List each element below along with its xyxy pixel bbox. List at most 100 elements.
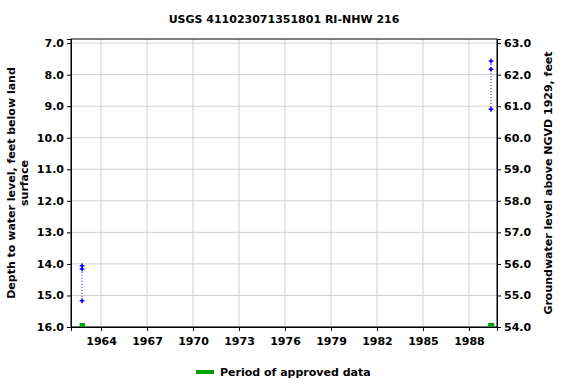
data-point xyxy=(489,107,494,112)
x-axis: 196419671970197319761979198219851988 xyxy=(72,327,498,348)
tick: 1964 xyxy=(86,327,117,348)
grid-line xyxy=(71,200,497,201)
tick-label: 10.0 xyxy=(37,132,64,145)
tick-mark xyxy=(193,327,194,331)
grid-line xyxy=(71,106,497,107)
tick: 1988 xyxy=(454,327,485,348)
tick-label: 7.0 xyxy=(45,37,65,50)
tick: 59.0 xyxy=(497,163,531,176)
approved-period xyxy=(80,323,85,327)
grid-line xyxy=(101,39,102,327)
tick-mark xyxy=(497,295,501,296)
grid-line xyxy=(147,39,148,327)
tick: 15.0 xyxy=(37,289,71,302)
tick-mark xyxy=(497,201,501,202)
grid-line xyxy=(71,43,497,44)
tick: 11.0 xyxy=(37,163,71,176)
tick-label: 1985 xyxy=(408,335,439,348)
tick: 63.0 xyxy=(497,37,531,50)
tick-mark xyxy=(147,327,148,331)
tick-label: 54.0 xyxy=(504,321,531,334)
tick-mark xyxy=(239,327,240,331)
legend-label: Period of approved data xyxy=(220,366,371,379)
tick: 1973 xyxy=(224,327,255,348)
tick-label: 55.0 xyxy=(504,289,531,302)
tick-label: 59.0 xyxy=(504,163,531,176)
tick: 1967 xyxy=(132,327,163,348)
tick-label: 11.0 xyxy=(37,163,64,176)
tick-mark xyxy=(497,75,501,76)
tick-mark xyxy=(67,201,71,202)
approved-period xyxy=(488,323,494,327)
data-layer xyxy=(80,59,495,327)
tick-mark xyxy=(67,169,71,170)
tick-mark xyxy=(101,327,102,331)
legend: Period of approved data xyxy=(196,366,371,379)
y2-axis-title: Groundwater level above NGVD 1929, feet xyxy=(542,51,555,314)
tick: 16.0 xyxy=(37,321,71,334)
tick-label: 61.0 xyxy=(504,100,531,113)
tick-label: 57.0 xyxy=(504,226,531,239)
title: USGS 411023071351801 RI-NHW 216 xyxy=(169,13,400,26)
data-point xyxy=(80,298,85,303)
tick-label: 56.0 xyxy=(504,258,531,271)
tick: 14.0 xyxy=(37,258,71,271)
tick: 57.0 xyxy=(497,226,531,239)
tick: 1982 xyxy=(362,327,393,348)
y-axis-title-line: surface xyxy=(18,160,31,206)
tick: 62.0 xyxy=(497,69,531,82)
tick-mark xyxy=(67,295,71,296)
tick-label: 1967 xyxy=(132,335,163,348)
tick-label: 58.0 xyxy=(504,195,531,208)
tick-label: 63.0 xyxy=(504,37,531,50)
axis-line xyxy=(72,328,498,332)
y-axis: 7.0 8.0 9.0 10.0 11.0 12.0 13.0 14.0 15.0 16.0 xyxy=(37,37,72,334)
tick-mark xyxy=(67,138,71,139)
tick-mark xyxy=(497,43,501,44)
tick-mark xyxy=(285,327,286,331)
tick-label: 60.0 xyxy=(504,132,531,145)
grid-line xyxy=(193,39,194,327)
y2-axis: 63.0 62.0 61.0 60.0 59.0 58.0 57.0 56.0 55.0 54.0 xyxy=(497,37,531,334)
tick-label: 16.0 xyxy=(37,321,64,334)
tick: 12.0 xyxy=(37,195,71,208)
tick: 1985 xyxy=(408,327,439,348)
data-point xyxy=(489,59,494,64)
tick-mark xyxy=(67,106,71,107)
tick-label: 1979 xyxy=(316,335,347,348)
y-axis-title: Depth to water level, feet below landsur… xyxy=(5,67,31,299)
y-axis-title-line: Depth to water level, feet below land xyxy=(5,67,18,299)
grid-line xyxy=(468,39,469,327)
plot-frame xyxy=(71,39,497,327)
tick: 54.0 xyxy=(497,321,531,334)
tick: 9.0 xyxy=(45,100,72,113)
tick-mark xyxy=(377,327,378,331)
tick-label: 14.0 xyxy=(37,258,64,271)
grid-line xyxy=(330,39,331,327)
tick-label: 1973 xyxy=(224,335,255,348)
tick-label: 13.0 xyxy=(37,226,64,239)
grid-line xyxy=(71,263,497,264)
chart: 1964196719701973197619791982198519887.08… xyxy=(0,0,576,384)
data-point xyxy=(489,67,494,72)
grid-line xyxy=(71,74,497,75)
tick-label: 8.0 xyxy=(45,69,65,82)
tick-mark xyxy=(67,264,71,265)
data-point xyxy=(80,267,85,272)
tick-mark xyxy=(497,264,501,265)
tick-mark xyxy=(67,232,71,233)
grid xyxy=(71,39,497,327)
grid-line xyxy=(71,169,497,170)
tick-mark xyxy=(497,106,501,107)
tick: 7.0 xyxy=(45,37,72,50)
tick: 61.0 xyxy=(497,100,531,113)
tick: 58.0 xyxy=(497,195,531,208)
tick-label: 12.0 xyxy=(37,195,64,208)
tick-label: 1970 xyxy=(178,335,209,348)
tick-mark xyxy=(497,169,501,170)
grid-line xyxy=(71,137,497,138)
tick: 60.0 xyxy=(497,132,531,145)
tick: 1970 xyxy=(178,327,209,348)
tick: 56.0 xyxy=(497,258,531,271)
tick-label: 1964 xyxy=(86,335,117,348)
